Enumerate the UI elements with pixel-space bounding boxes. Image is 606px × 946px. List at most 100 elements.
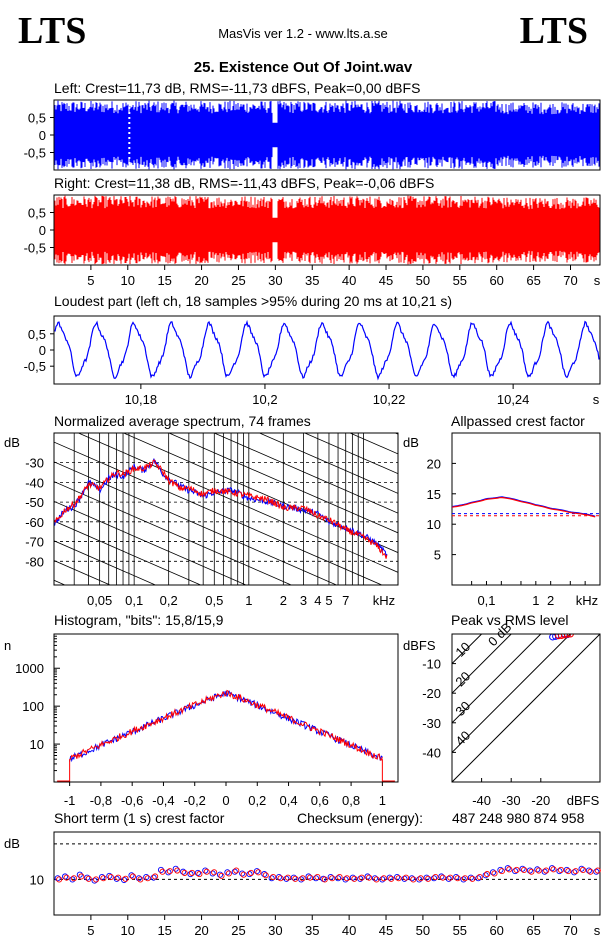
left-waveform-ytick-label: -0,5 [24,146,46,161]
histogram-xtick-label: 0,8 [342,793,360,808]
short-crest-xtick-label: 30 [268,923,282,938]
pvr-diagonal-line [452,634,600,782]
loudest-xtick-label: 10,2 [252,392,277,407]
short-crest-point [512,868,519,875]
short-crest-point [556,868,563,875]
spectrum-xtick-label: 1 [245,593,252,608]
right-waveform-envelope [54,195,600,265]
allpass-xtick-label: 1 [532,593,539,608]
checksum-value: 487 248 980 874 958 [452,810,585,826]
pvr-ytick-label: -10 [422,657,441,672]
left-waveform-title: Left: Crest=11,73 dB, RMS=-11,73 dBFS, P… [54,80,421,96]
spectrum-ytick-label: -60 [25,515,44,530]
short-crest-point [93,876,100,883]
short-crest-point [541,868,548,875]
short-crest-point [314,874,321,881]
short-crest-point [172,865,179,872]
short-crest-point [469,875,476,882]
short-crest-point [224,869,231,876]
short-crest-point [386,874,393,881]
short-crest-point [69,876,76,883]
histogram-right-edge [381,759,395,782]
short-crest-point [91,877,98,884]
pvr-ytick-label: -40 [422,745,441,760]
spectrum-slope-line [54,600,398,750]
short-crest-xunit: s [594,923,601,938]
app-version: MasVis ver 1.2 - www.lts.a.se [218,26,388,41]
pvr-diagonal-label: 40 [452,728,473,749]
short-crest-xtick-label: 35 [305,923,319,938]
short-crest-point [187,871,194,878]
short-crest-point [246,871,253,878]
short-crest-point [233,867,240,874]
short-crest-point [565,868,572,875]
short-crest-point [475,875,482,882]
short-crest-xtick-label: 70 [563,923,577,938]
short-crest-point [336,874,343,881]
histogram-xtick-label: -0,8 [90,793,112,808]
pvr-diagonal-label: 20 [452,669,473,690]
short-crest-point [159,868,166,875]
short-crest-point [593,868,600,875]
short-crest-point [268,875,275,882]
short-crest-point [194,869,201,876]
allpass-ytick-label: 20 [427,456,441,471]
histogram-frame [53,633,399,783]
pvr-diagonal-label: 10 [452,639,473,660]
short-crest-point [342,876,349,883]
right-waveform-xtick-label: 25 [231,273,245,288]
short-crest-point [321,876,328,883]
allpass-ylabel: dB [403,435,419,450]
spectrum-xunit: kHz [373,593,395,608]
spectrum-right-trace [54,459,388,559]
short-crest-point [115,874,122,881]
short-crest-point [484,871,491,878]
short-crest-point [84,874,91,881]
short-crest-point [498,868,505,875]
allpass-ytick-label: 5 [434,548,441,563]
spectrum-slope-line [54,520,202,585]
short-crest-point [231,868,238,875]
allpass-ytick-label: 10 [427,517,441,532]
short-crest-point [218,872,225,879]
histogram-xtick-label: 0,4 [280,793,298,808]
short-crest-point [165,869,172,876]
short-crest-point [430,875,438,882]
right-waveform-xtick-label: 50 [416,273,430,288]
short-crest-point [129,873,137,880]
short-crest-point [335,875,342,882]
short-crest-point [107,874,114,881]
left-waveform-trace [54,100,600,170]
spectrum-grid [54,433,398,750]
pvr-diagonal-label: 30 [452,698,473,719]
short-crest-point [113,875,120,882]
short-crest-point [351,875,358,882]
right-waveform-xtick-label: 40 [342,273,356,288]
spectrum-slope-line [394,433,398,435]
logo-right: LTS [519,10,588,52]
short-crest-point [534,866,541,873]
short-crest-point [70,875,77,882]
short-crest-point [211,869,218,876]
short-crest-point [56,876,63,883]
histogram-ytick-label: 100 [22,699,44,714]
short-crest-point [461,875,469,882]
pvr-frame [451,633,601,783]
spectrum-ytick-label: -70 [25,535,44,550]
short-crest-point [188,869,196,876]
loudest-trace [54,319,600,381]
short-crest-point [585,867,592,874]
right-waveform-ytick-label: 0 [39,223,46,238]
short-crest-point [520,866,528,873]
spectrum-slope-line [54,560,112,585]
spectrum-xtick-label: 5 [325,593,332,608]
short-crest-point [216,871,224,878]
short-crest-point [307,874,314,881]
right-waveform-ytick-label: -0,5 [24,241,46,256]
short-crest-point [460,876,467,883]
short-crest-point [121,876,128,884]
spectrum-slope-line [213,433,398,514]
left-waveform-ytick-label: 0,5 [28,111,46,126]
short-crest-point [166,868,173,875]
